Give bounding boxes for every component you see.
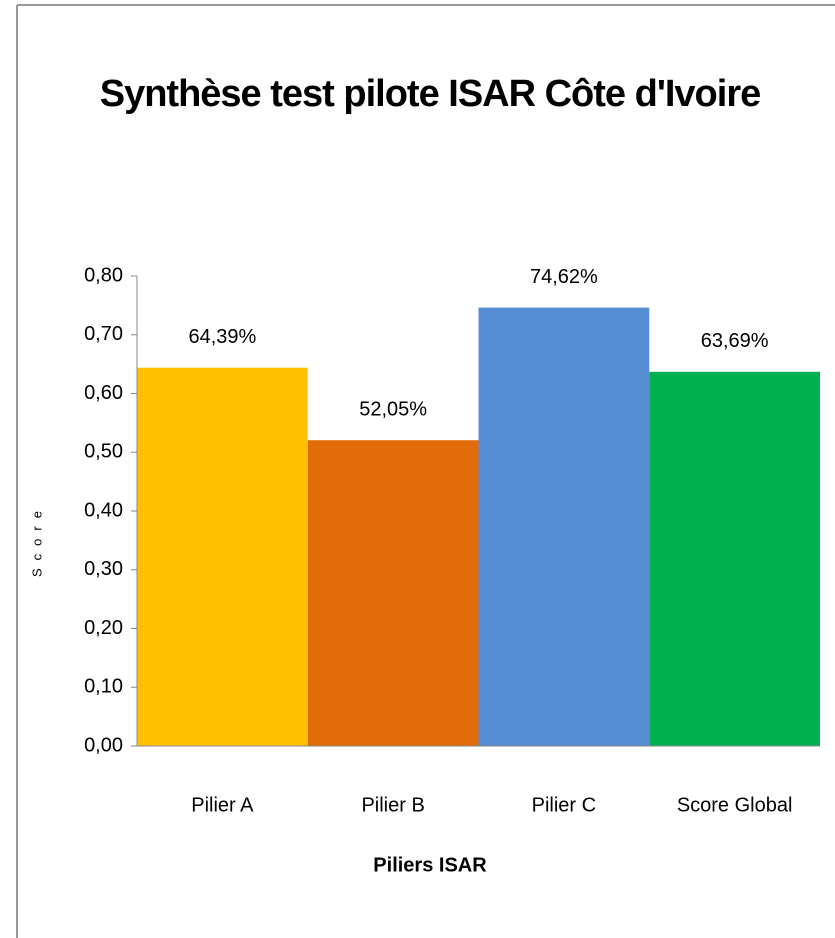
bar xyxy=(137,367,308,746)
bar xyxy=(478,307,650,746)
y-axis-label: Score xyxy=(29,503,44,577)
chart-title: Synthèse test pilote ISAR Côte d'Ivoire xyxy=(99,73,762,115)
y-tick-label: 0,20 xyxy=(84,617,123,639)
value-label: 63,69% xyxy=(701,330,769,352)
bar xyxy=(307,440,479,746)
y-tick-label: 0,10 xyxy=(84,676,123,698)
value-label: 74,62% xyxy=(530,266,598,288)
y-tick-label: 0,50 xyxy=(84,441,123,463)
y-tick-label: 0,40 xyxy=(84,499,123,521)
x-tick-label: Pilier B xyxy=(361,794,424,816)
y-tick-label: 0,70 xyxy=(84,323,123,345)
y-tick-label: 0,30 xyxy=(84,558,123,580)
x-axis-label: Piliers ISAR xyxy=(373,854,487,876)
x-tick-label: Score Global xyxy=(677,794,793,816)
x-tick-label: Pilier A xyxy=(191,794,254,816)
y-tick-label: 0,80 xyxy=(84,264,123,286)
value-label: 52,05% xyxy=(359,398,427,420)
x-tick-label: Pilier C xyxy=(532,794,596,816)
y-tick-label: 0,00 xyxy=(84,734,123,756)
bar xyxy=(649,371,820,746)
value-label: 64,39% xyxy=(188,326,256,348)
y-tick-label: 0,60 xyxy=(84,382,123,404)
